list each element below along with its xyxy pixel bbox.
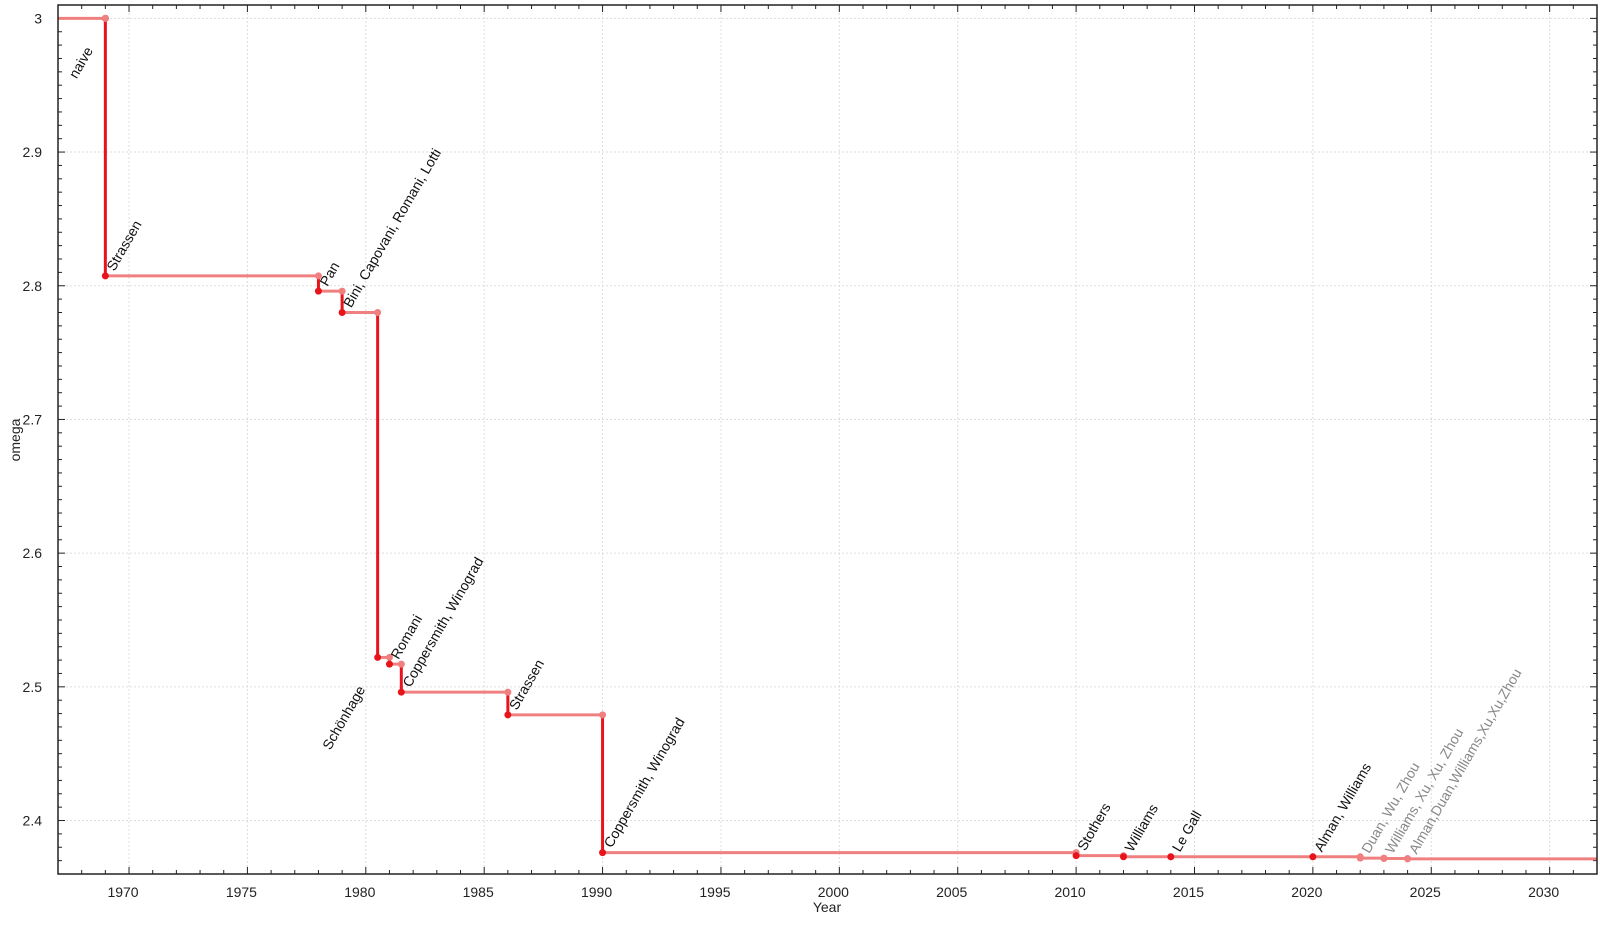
- previous-value-point: [314, 272, 322, 280]
- point-label: Strassen: [103, 218, 144, 274]
- x-tick-label: 2030: [1528, 884, 1559, 900]
- data-point: [1167, 853, 1175, 861]
- y-axis-label: omega: [7, 418, 23, 461]
- data-point: [1356, 854, 1364, 862]
- x-tick-label: 1985: [463, 884, 494, 900]
- x-tick-label: 2025: [1410, 884, 1441, 900]
- data-point: [101, 272, 109, 280]
- data-point: [338, 308, 346, 316]
- data-point: [1404, 855, 1412, 863]
- point-label: Le Gall: [1169, 808, 1205, 854]
- x-tick-label: 1970: [107, 884, 138, 900]
- previous-value-point: [101, 14, 109, 22]
- x-tick-label: 2015: [1173, 884, 1204, 900]
- x-tick-label: 2000: [818, 884, 849, 900]
- x-tick-label: 1995: [699, 884, 730, 900]
- y-tick-label: 2.8: [23, 278, 43, 294]
- y-tick-label: 2.7: [23, 411, 43, 427]
- x-tick-label: 2020: [1291, 884, 1322, 900]
- axis-ticks: 1970 1975 1980 1985 1990 1995 2000 2005 2010 2015…: [23, 4, 1598, 900]
- data-point: [1380, 855, 1388, 863]
- point-label: Coppersmith, Winograd: [600, 715, 687, 850]
- y-tick-label: 2.5: [23, 679, 43, 695]
- point-label: Williams: [1121, 801, 1161, 854]
- data-point: [1119, 853, 1127, 861]
- point-label: Strassen: [506, 657, 547, 713]
- y-tick-label: 2.9: [23, 144, 43, 160]
- grid: [58, 5, 1597, 874]
- data-point: [1309, 853, 1317, 861]
- series-omega: [58, 14, 1597, 863]
- x-axis-label: Year: [813, 899, 842, 915]
- x-tick-label: 1990: [581, 884, 612, 900]
- plot-frame: [57, 4, 1598, 875]
- point-label: Stothers: [1074, 800, 1114, 853]
- previous-value-point: [385, 653, 393, 661]
- data-point: [599, 849, 607, 857]
- data-point: [1072, 852, 1080, 860]
- x-tick-label: 2010: [1055, 884, 1086, 900]
- y-tick-label: 2.6: [23, 545, 43, 561]
- previous-value-point: [338, 287, 346, 295]
- previous-value-point: [397, 660, 405, 668]
- x-tick-label: 1980: [344, 884, 375, 900]
- y-tick-label: 3: [34, 10, 42, 26]
- data-point: [397, 688, 405, 696]
- point-label: naive: [65, 44, 96, 81]
- data-point: [385, 660, 393, 668]
- previous-value-point: [504, 688, 512, 696]
- x-tick-label: 1975: [226, 884, 257, 900]
- data-point: [374, 653, 382, 661]
- previous-value-point: [374, 308, 382, 316]
- point-label: Pan: [316, 259, 342, 289]
- point-label: Schönhage: [319, 683, 368, 753]
- data-point: [314, 287, 322, 295]
- data-point: [504, 711, 512, 719]
- point-label: Alman,Duan,Williams,Xu,Xu,Zhou: [1405, 666, 1524, 857]
- x-tick-label: 2005: [936, 884, 967, 900]
- previous-value-point: [599, 711, 607, 719]
- y-tick-label: 2.4: [23, 813, 43, 829]
